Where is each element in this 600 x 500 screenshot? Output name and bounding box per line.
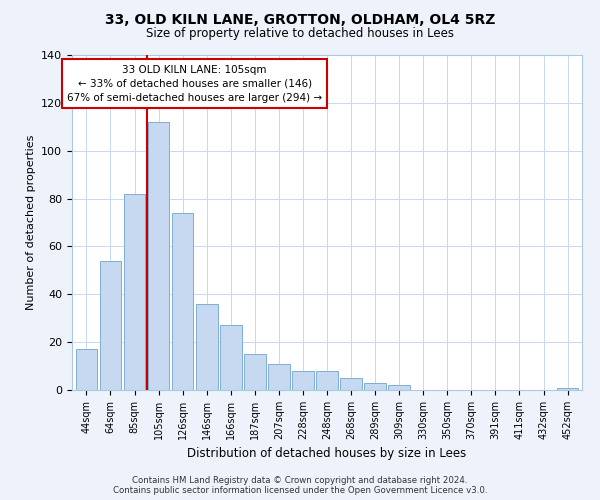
Bar: [268, 364, 290, 390]
Bar: [172, 213, 193, 390]
Text: Contains HM Land Registry data © Crown copyright and database right 2024.
Contai: Contains HM Land Registry data © Crown c…: [113, 476, 487, 495]
Y-axis label: Number of detached properties: Number of detached properties: [26, 135, 35, 310]
Bar: [196, 304, 218, 390]
Text: Size of property relative to detached houses in Lees: Size of property relative to detached ho…: [146, 28, 454, 40]
Bar: [124, 194, 145, 390]
Bar: [388, 385, 410, 390]
Bar: [148, 122, 169, 390]
Bar: [340, 378, 362, 390]
Bar: [364, 383, 386, 390]
X-axis label: Distribution of detached houses by size in Lees: Distribution of detached houses by size …: [187, 448, 467, 460]
Text: 33, OLD KILN LANE, GROTTON, OLDHAM, OL4 5RZ: 33, OLD KILN LANE, GROTTON, OLDHAM, OL4 …: [105, 12, 495, 26]
Bar: [316, 371, 338, 390]
Bar: [292, 371, 314, 390]
Bar: [244, 354, 266, 390]
Bar: [220, 326, 242, 390]
Text: 33 OLD KILN LANE: 105sqm
← 33% of detached houses are smaller (146)
67% of semi-: 33 OLD KILN LANE: 105sqm ← 33% of detach…: [67, 64, 322, 102]
Bar: [100, 261, 121, 390]
Bar: [76, 350, 97, 390]
Bar: [557, 388, 578, 390]
